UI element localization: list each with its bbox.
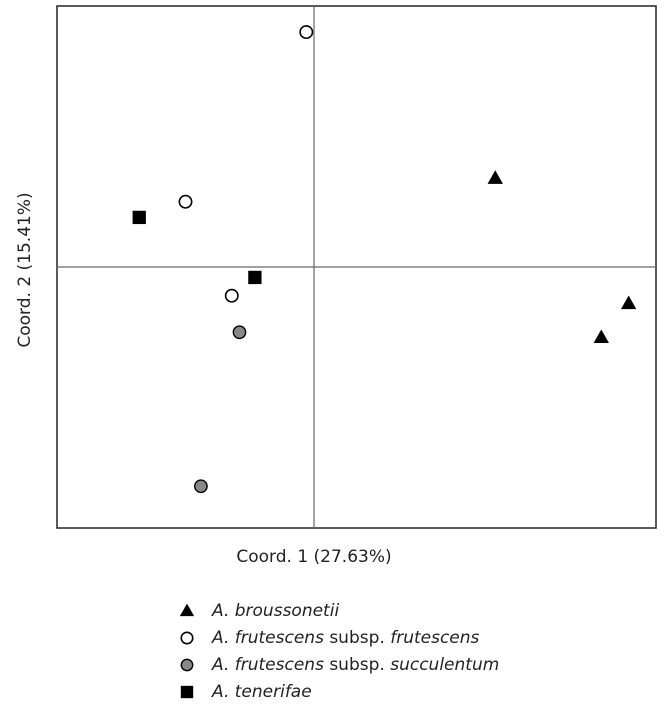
data-point-circle-open-2 [178,194,193,209]
data-point-triangle-1 [487,170,503,184]
legend-label-part: subsp. [323,628,391,648]
legend-marker-triangle-icon [179,603,195,617]
legend-marker-square-icon [180,685,194,699]
legend-label-part: succulentum [390,655,500,675]
legend-label-part: A. broussonetii [212,601,340,621]
legend: A. broussonetii A. frutescens subsp. frut… [178,598,618,706]
legend-marker-circle-filled-icon [180,658,194,672]
zero-lines [57,6,656,528]
data-point-square-1 [132,210,146,225]
legend-label-part: subsp. [323,655,391,675]
legend-label: A. broussonetii [212,601,339,621]
data-point-triangle-2 [620,295,637,310]
legend-label-part: A. frutescens [212,628,324,648]
legend-label-part: A. tenerifae [212,682,312,702]
data-points [132,25,637,494]
data-point-circle-open-3 [224,288,239,303]
legend-label-part: frutescens [390,628,480,648]
legend-item: A. tenerifae [178,679,618,705]
legend-marker-circle-open-icon [180,631,194,645]
legend-item: A. frutescens subsp. succulentum [178,652,618,678]
data-point-triangle-3 [593,329,609,344]
legend-label: A. frutescens subsp. succulentum [212,655,499,675]
data-point-circle-filled-2 [194,479,208,494]
data-point-circle-filled-1 [232,325,247,340]
data-point-circle-open-1 [299,25,314,40]
y-axis-label: Coord. 2 (15.41%) [15,192,35,347]
legend-label-part: A. frutescens [212,655,324,675]
legend-label: A. frutescens subsp. frutescens [212,628,479,648]
data-point-square-2 [248,270,262,285]
legend-item: A. frutescens subsp. frutescens [178,625,618,651]
legend-item: A. broussonetii [178,598,618,624]
x-axis-label: Coord. 1 (27.63%) [236,547,391,567]
legend-label: A. tenerifae [212,682,312,702]
